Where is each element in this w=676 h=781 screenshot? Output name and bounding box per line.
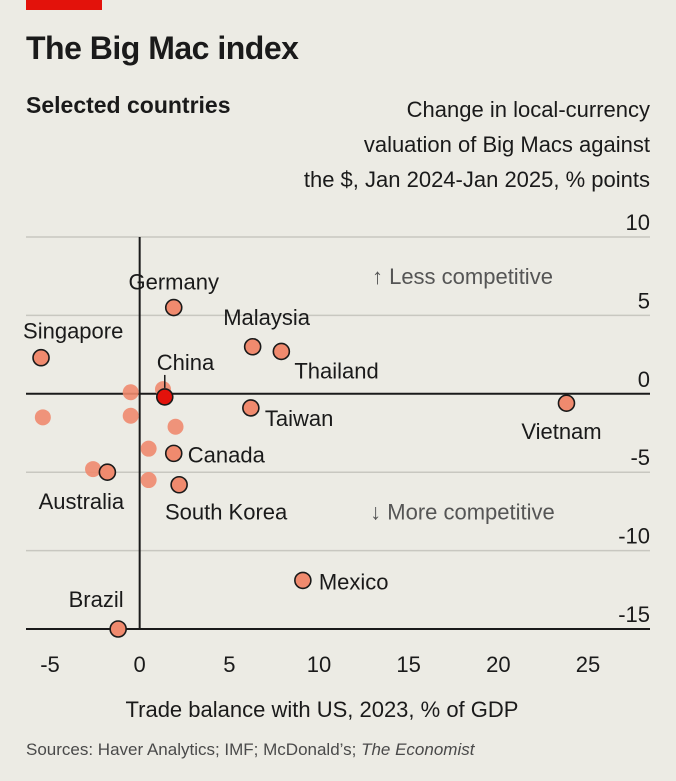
x-tick-label: 25 — [576, 652, 600, 677]
data-point-taiwan — [242, 399, 260, 417]
y-tick-label: 5 — [638, 288, 650, 313]
tick-label-layer: 10 5 0 -5 -10 -15 -5 0 5 10 15 20 25 — [40, 210, 650, 677]
direction-annotation: ↓ More competitive — [370, 499, 555, 524]
grid-layer — [26, 236, 650, 552]
x-tick-label: 10 — [307, 652, 331, 677]
point-label: Singapore — [23, 319, 123, 344]
data-point-germany — [164, 298, 183, 317]
data-point-mexico — [294, 571, 312, 590]
data-point-malaysia — [243, 337, 262, 356]
data-point-thailand — [272, 342, 291, 361]
point-label: Germany — [128, 270, 218, 295]
data-point — [34, 409, 51, 426]
data-point — [140, 472, 157, 489]
point-label: Thailand — [294, 358, 378, 383]
x-tick-label: 20 — [486, 652, 510, 677]
chart-subtitle: Selected countries — [26, 92, 231, 118]
point-label: Mexico — [319, 569, 389, 594]
y-axis-label: Change in local-currency valuation of Bi… — [303, 97, 650, 192]
brand-tag — [26, 0, 102, 10]
y-tick-label: 0 — [638, 367, 650, 392]
data-point-brazil — [109, 620, 127, 638]
data-point-australia — [98, 463, 117, 482]
y-tick-label: -10 — [618, 524, 650, 549]
data-point — [85, 461, 102, 478]
x-tick-label: 0 — [134, 652, 146, 677]
data-point-canada — [164, 444, 183, 463]
y-tick-label: -15 — [618, 602, 650, 627]
data-point-singapore — [32, 348, 50, 367]
data-point — [122, 384, 139, 401]
x-tick-label: 15 — [396, 652, 420, 677]
source-text: Sources: Haver Analytics; IMF; McDonald’… — [26, 740, 362, 759]
point-label: Malaysia — [223, 305, 311, 330]
data-point-south-korea — [170, 475, 188, 494]
point-label: Taiwan — [265, 406, 333, 431]
direction-annotation: ↑ Less competitive — [372, 264, 553, 289]
data-point-vietnam — [557, 394, 576, 413]
x-tick-label: -5 — [40, 652, 60, 677]
point-label: China — [157, 350, 215, 375]
point-label: Vietnam — [521, 419, 601, 444]
source-italic: The Economist — [361, 740, 475, 759]
data-point — [122, 407, 139, 424]
point-label: Canada — [188, 442, 266, 467]
data-point-china — [155, 388, 174, 406]
chart-title: The Big Mac index — [26, 30, 299, 66]
x-tick-label: 5 — [223, 652, 235, 677]
point-label: Brazil — [69, 587, 124, 612]
y-tick-label: 10 — [626, 210, 650, 235]
data-point — [167, 418, 184, 435]
x-axis-label: Trade balance with US, 2023, % of GDP — [126, 697, 519, 722]
y-tick-label: -5 — [630, 445, 650, 470]
source-note: Sources: Haver Analytics; IMF; McDonald’… — [26, 740, 474, 760]
point-layer — [32, 298, 576, 638]
annotation-layer: ↑ Less competitive ↓ More competitive — [370, 264, 555, 524]
data-point — [140, 440, 157, 457]
point-label: Australia — [39, 489, 125, 514]
point-label: South Korea — [165, 500, 288, 525]
